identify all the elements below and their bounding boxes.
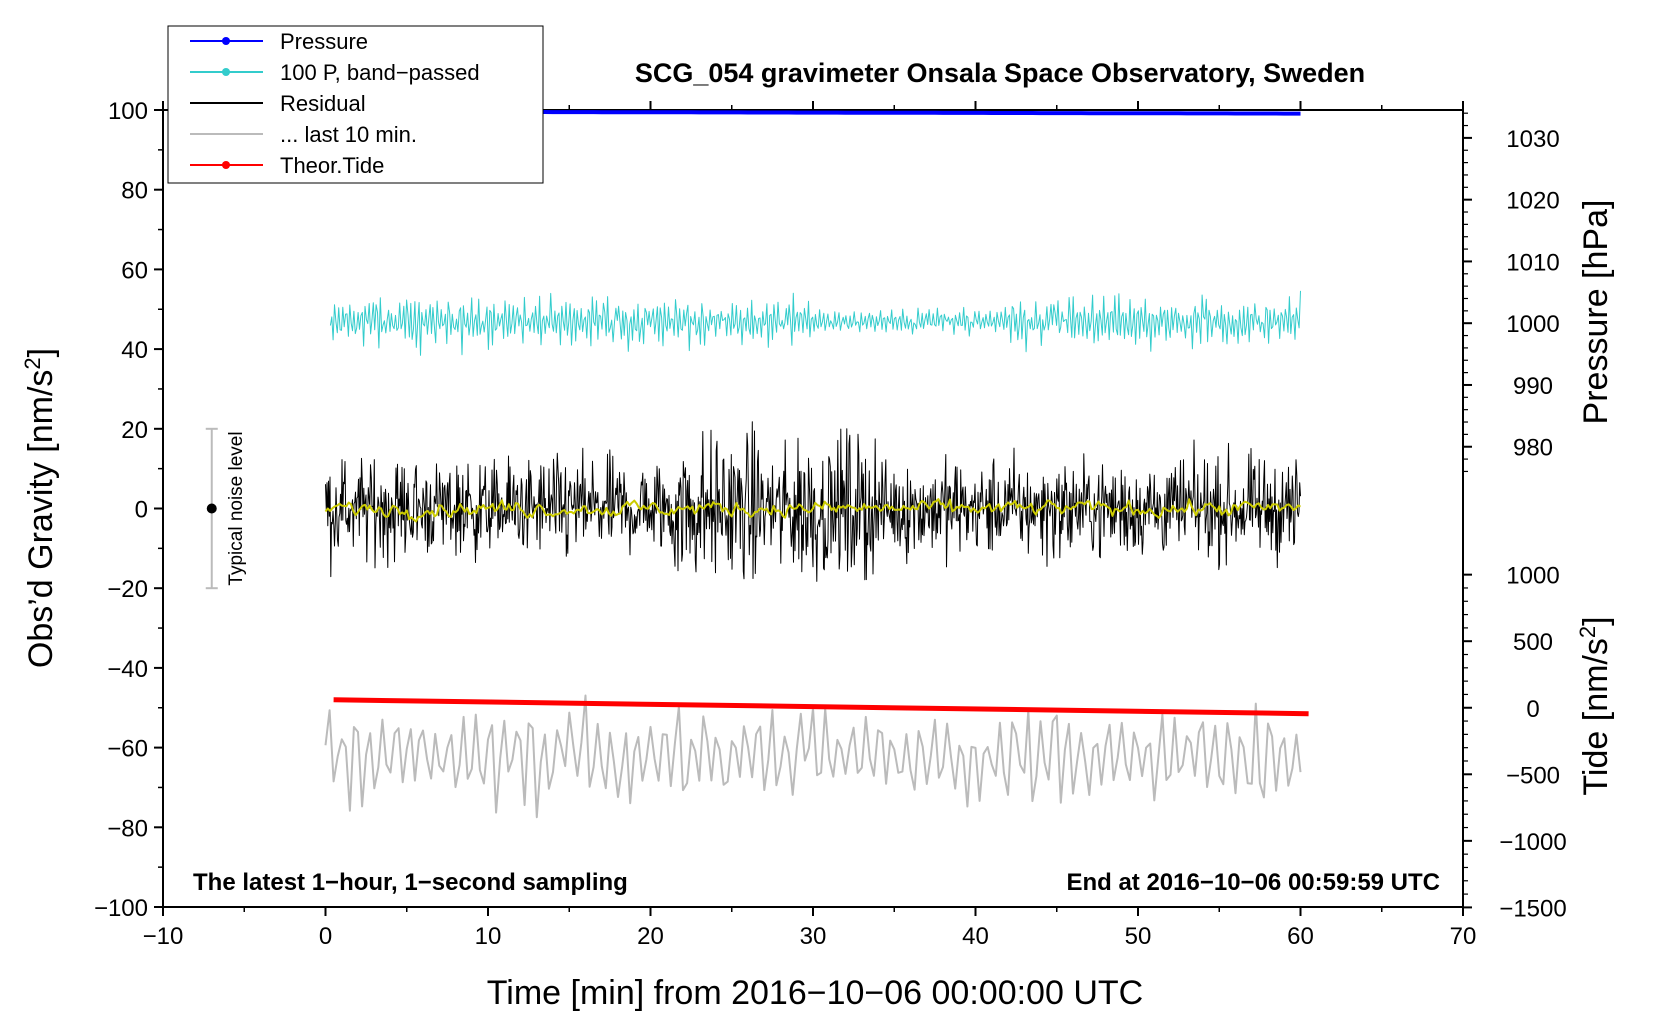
pressure-tick-label: 990 bbox=[1513, 373, 1553, 400]
x-tick-label: 60 bbox=[1287, 923, 1314, 950]
series-residual bbox=[325, 421, 1301, 582]
noise-level-indicator: Typical noise level bbox=[205, 427, 247, 590]
legend-marker bbox=[222, 68, 230, 76]
tide-tick-label: −1500 bbox=[1499, 895, 1566, 922]
legend-label: Theor.Tide bbox=[280, 153, 384, 178]
x-tick-label: 50 bbox=[1125, 923, 1152, 950]
y-tick-label: 60 bbox=[121, 257, 148, 284]
axes-layer: −10 0 10 20 30 40 50 60 70−100−80−60−40−20020406… bbox=[94, 98, 1567, 950]
legend-box bbox=[167, 25, 544, 184]
pressure-tick-label: 1010 bbox=[1506, 249, 1559, 276]
x-tick-label: 0 bbox=[319, 923, 332, 950]
left-axis-title: Obs’d Gravity [nm/s2] bbox=[20, 348, 61, 668]
pressure-tick-label: 1000 bbox=[1506, 311, 1559, 338]
series-residual-smoothed bbox=[324, 498, 1301, 523]
legend-label: Residual bbox=[280, 91, 366, 116]
legend-marker bbox=[222, 161, 230, 169]
x-tick-label: −10 bbox=[143, 923, 184, 950]
tide-tick-label: 500 bbox=[1513, 629, 1553, 656]
x-tick-label: 70 bbox=[1450, 923, 1477, 950]
x-tick-label: 30 bbox=[800, 923, 827, 950]
y-tick-label: −20 bbox=[107, 576, 148, 603]
x-tick-label: 20 bbox=[637, 923, 664, 950]
y-tick-label: −40 bbox=[107, 656, 148, 683]
y-tick-label: 0 bbox=[135, 497, 148, 524]
series-pressure-bandpassed bbox=[329, 290, 1301, 356]
pressure-tick-label: 980 bbox=[1513, 435, 1553, 462]
y-tick-label: 40 bbox=[121, 337, 148, 364]
x-tick-label: 40 bbox=[962, 923, 989, 950]
legend-label: 100 P, band−passed bbox=[280, 60, 480, 85]
tide-tick-label: 0 bbox=[1526, 696, 1539, 723]
pressure-tick-label: 1030 bbox=[1506, 126, 1559, 153]
series-layer bbox=[324, 109, 1309, 819]
pressure-tick-label: 1020 bbox=[1506, 188, 1559, 215]
x-tick-label: 10 bbox=[475, 923, 502, 950]
legend: Pressure 100 P, band−passed Residual ... la… bbox=[167, 25, 544, 184]
annotation-end-time: End at 2016−10−06 00:59:59 UTC bbox=[1066, 869, 1440, 896]
legend-label: ... last 10 min. bbox=[280, 122, 417, 147]
y-tick-label: 100 bbox=[108, 98, 148, 125]
series-theor-tide bbox=[333, 697, 1309, 717]
legend-entries: Pressure 100 P, band−passed Residual ... la… bbox=[190, 29, 480, 178]
y-tick-label: −80 bbox=[107, 815, 148, 842]
tide-tick-label: −1000 bbox=[1499, 829, 1566, 856]
noise-label: Typical noise level bbox=[226, 431, 247, 585]
y-tick-label: −100 bbox=[94, 895, 148, 922]
tide-tick-label: −500 bbox=[1506, 762, 1560, 789]
chart-title: SCG_054 gravimeter Onsala Space Observat… bbox=[635, 58, 1365, 88]
pressure-axis-title: Pressure [hPa] bbox=[1577, 200, 1615, 425]
annotation-sampling: The latest 1−hour, 1−second sampling bbox=[193, 869, 628, 896]
y-tick-label: −60 bbox=[107, 736, 148, 763]
legend-label: Pressure bbox=[280, 29, 368, 54]
tide-axis-title: Tide [nm/s2] bbox=[1575, 616, 1616, 795]
noise-center-dot bbox=[206, 503, 217, 514]
tide-tick-label: 1000 bbox=[1506, 563, 1559, 590]
legend-marker bbox=[222, 37, 230, 45]
x-axis-title: Time [min] from 2016−10−06 00:00:00 UTC bbox=[487, 974, 1143, 1012]
y-tick-label: 80 bbox=[121, 178, 148, 205]
y-tick-label: 20 bbox=[121, 417, 148, 444]
